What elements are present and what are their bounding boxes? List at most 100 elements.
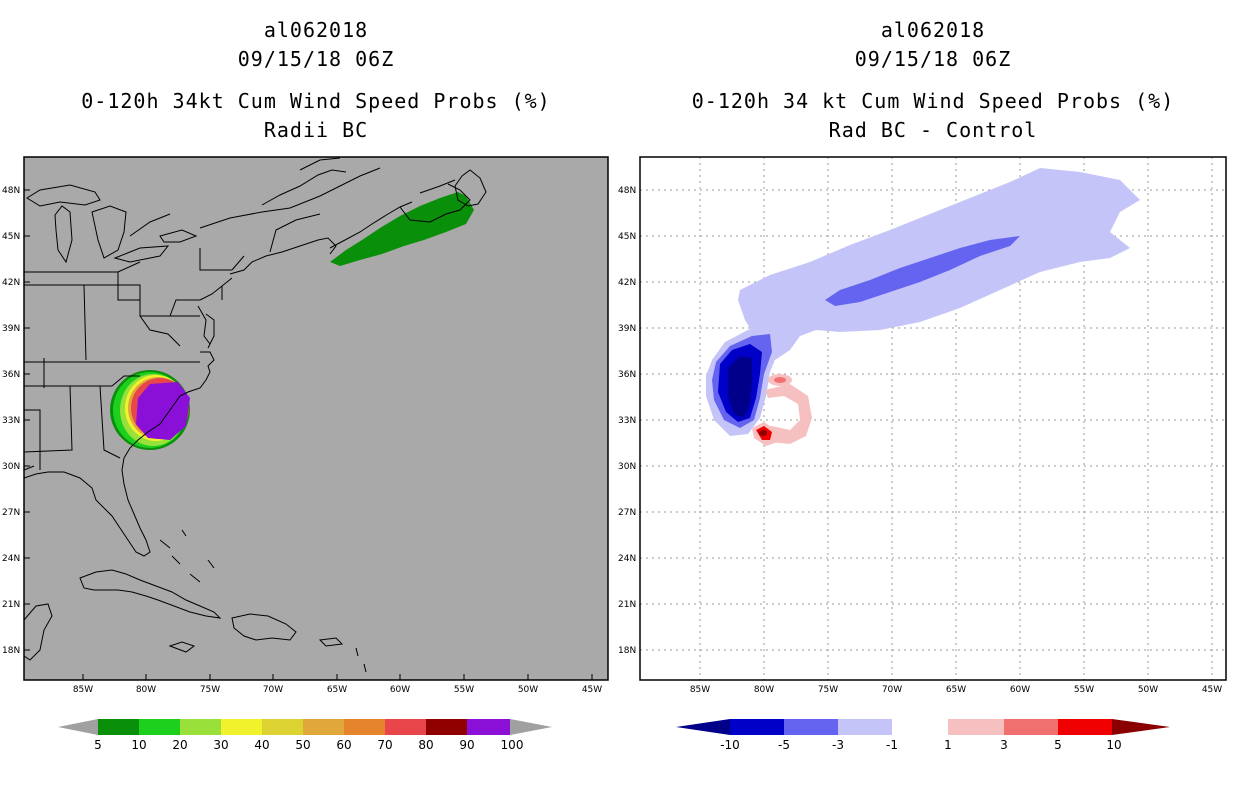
left-colorbar-label: 80 xyxy=(418,738,433,752)
right-colorbar-label: 10 xyxy=(1106,738,1121,752)
right-lat-label: 24N xyxy=(618,554,636,564)
right-lon-label: 85W xyxy=(690,685,710,695)
right-colorbar: -10 -5 -3 -1 1 3 5 10 xyxy=(676,719,1170,752)
right-lat-label: 48N xyxy=(618,186,636,196)
left-lat-label: 24N xyxy=(2,554,20,564)
left-lat-label: 36N xyxy=(2,370,20,380)
left-colorbar-label: 70 xyxy=(377,738,392,752)
right-lat-label: 21N xyxy=(618,600,636,610)
left-ticks xyxy=(24,189,593,680)
right-lat-label: 39N xyxy=(618,324,636,334)
left-lon-label: 85W xyxy=(73,685,93,695)
left-product-title: 0-120h 34kt Cum Wind Speed Probs (%) xyxy=(81,89,551,113)
left-colorbar-box xyxy=(426,719,467,735)
left-colorbar-label: 10 xyxy=(131,738,146,752)
left-panel-title: al062018 09/15/18 06Z 0-120h 34kt Cum Wi… xyxy=(24,16,608,145)
right-colorbar-label: -3 xyxy=(832,738,844,752)
left-lat-label: 45N xyxy=(2,232,20,242)
left-datetime: 09/15/18 06Z xyxy=(237,47,395,71)
right-colorbar-label: -10 xyxy=(720,738,740,752)
right-map: 48N 45N 42N 39N 36N 33N 30N 27N 24N 21N … xyxy=(618,156,1227,695)
left-colorbar-label: 5 xyxy=(94,738,102,752)
left-colorbar-box xyxy=(98,719,139,735)
right-colorbar-box xyxy=(892,719,948,735)
right-lat-label: 27N xyxy=(618,508,636,518)
right-storm-id: al062018 xyxy=(880,18,986,42)
right-lat-label: 36N xyxy=(618,370,636,380)
left-lon-label: 60W xyxy=(390,685,410,695)
left-lat-label: 48N xyxy=(2,186,20,196)
left-colorbar: 5 10 20 30 40 50 60 70 80 90 100 xyxy=(58,719,552,752)
right-colorbar-label: 5 xyxy=(1054,738,1062,752)
left-lon-label: 70W xyxy=(263,685,283,695)
right-diff-blob-dark-red xyxy=(759,430,767,436)
left-colorbar-box xyxy=(303,719,344,735)
right-colorbar-box xyxy=(1058,719,1112,735)
right-colorbar-box xyxy=(784,719,838,735)
left-colorbar-low-arrow xyxy=(58,719,98,735)
left-colorbar-box xyxy=(467,719,510,735)
right-lon-label: 60W xyxy=(1010,685,1030,695)
left-lon-label: 80W xyxy=(136,685,156,695)
right-lat-label: 33N xyxy=(618,416,636,426)
left-lat-label: 39N xyxy=(2,324,20,334)
left-colorbar-box xyxy=(180,719,221,735)
left-colorbar-label: 100 xyxy=(501,738,524,752)
right-colorbar-box xyxy=(730,719,784,735)
right-datetime: 09/15/18 06Z xyxy=(854,47,1012,71)
left-lon-label: 50W xyxy=(518,685,538,695)
right-product-title: 0-120h 34 kt Cum Wind Speed Probs (%) xyxy=(691,89,1175,113)
right-subtitle: Rad BC - Control xyxy=(828,118,1038,142)
right-colorbar-box xyxy=(838,719,892,735)
right-lat-label: 45N xyxy=(618,232,636,242)
right-colorbar-label: -1 xyxy=(886,738,898,752)
right-colorbar-box xyxy=(1004,719,1058,735)
right-lon-label: 70W xyxy=(882,685,902,695)
left-colorbar-box xyxy=(221,719,262,735)
right-map-frame xyxy=(639,156,1227,681)
left-colorbar-box xyxy=(139,719,180,735)
left-colorbar-label: 60 xyxy=(336,738,351,752)
left-lon-label: 75W xyxy=(200,685,220,695)
right-lon-label: 75W xyxy=(818,685,838,695)
left-lat-label: 30N xyxy=(2,462,20,472)
right-lon-label: 80W xyxy=(754,685,774,695)
left-colorbar-label: 20 xyxy=(172,738,187,752)
left-subtitle: Radii BC xyxy=(263,118,369,142)
left-lat-label: 42N xyxy=(2,278,20,288)
left-colorbar-box xyxy=(344,719,385,735)
right-diff-blob-carolinas-core xyxy=(728,356,752,418)
right-lat-label: 18N xyxy=(618,646,636,656)
left-colorbar-label: 30 xyxy=(213,738,228,752)
left-prob-blob-carolinas xyxy=(110,370,190,450)
left-map-frame xyxy=(23,156,609,681)
right-diff-swath-medium xyxy=(825,236,1020,306)
right-colorbar-low-arrow xyxy=(676,719,730,735)
right-colorbar-box xyxy=(948,719,1004,735)
left-lon-label: 55W xyxy=(454,685,474,695)
left-map: 48N 45N 42N 39N 36N 33N 30N 27N 24N 21N … xyxy=(2,156,609,695)
left-colorbar-label: 90 xyxy=(459,738,474,752)
right-colorbar-label: 3 xyxy=(1000,738,1008,752)
left-lat-label: 27N xyxy=(2,508,20,518)
left-lat-label: 33N xyxy=(2,416,20,426)
right-colorbar-label: -5 xyxy=(778,738,790,752)
left-lon-label: 65W xyxy=(327,685,347,695)
left-storm-id: al062018 xyxy=(263,18,369,42)
right-lat-label: 42N xyxy=(618,278,636,288)
right-lat-label: 30N xyxy=(618,462,636,472)
right-panel-title: al062018 09/15/18 06Z 0-120h 34 kt Cum W… xyxy=(640,16,1226,145)
left-lat-label: 21N xyxy=(2,600,20,610)
left-colorbar-label: 50 xyxy=(295,738,310,752)
left-lat-label: 18N xyxy=(2,646,20,656)
left-prob-swath-maritimes xyxy=(330,192,474,266)
left-colorbar-box xyxy=(385,719,426,735)
left-colorbar-high-arrow xyxy=(510,719,552,735)
right-colorbar-high-arrow xyxy=(1112,719,1170,735)
right-lon-label: 65W xyxy=(946,685,966,695)
left-colorbar-box xyxy=(262,719,303,735)
right-lon-label: 55W xyxy=(1074,685,1094,695)
left-colorbar-label: 40 xyxy=(254,738,269,752)
right-lon-label: 45W xyxy=(1202,685,1222,695)
